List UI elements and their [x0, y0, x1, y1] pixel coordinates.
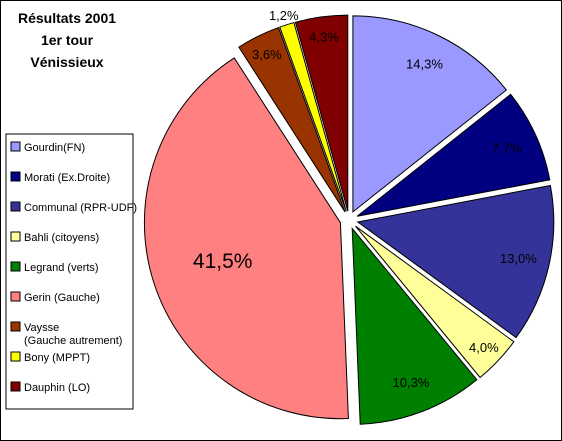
legend-label-9: Dauphin (LO): [24, 382, 90, 394]
slice-value-label-5: 10,3%: [393, 375, 430, 390]
pie-slice-4: [355, 225, 515, 379]
pie-slice-1: [352, 15, 508, 213]
slice-value-label-2: 7,7%: [492, 141, 522, 156]
legend-label-6: Gerin (Gauche): [24, 292, 100, 304]
pie-slice-3: [356, 184, 555, 339]
slice-value-label-6: 41,5%: [193, 250, 253, 273]
title-line-3: Vénissieux: [30, 54, 103, 70]
slice-value-label-1: 14,3%: [406, 57, 443, 72]
legend-swatch-3: [10, 201, 21, 212]
legend-swatch-1: [10, 141, 21, 152]
title-line-2: 1er tour: [41, 32, 94, 48]
legend: Gourdin(FN) Morati (Ex.Droite) Communal (R…: [5, 133, 137, 410]
slice-value-label-7: 3,6%: [252, 47, 282, 62]
legend-label-4: Bahli (citoyens): [24, 232, 99, 244]
legend-swatch-2: [10, 171, 21, 182]
slice-value-label-8: 1,2%: [269, 8, 299, 23]
legend-swatch-7: [10, 321, 21, 332]
legend-label-1: Gourdin(FN): [24, 142, 85, 154]
pie-slice-7: [238, 26, 346, 213]
title-line-1: Résultats 2001: [18, 10, 116, 26]
legend-label-5: Legrand (verts): [24, 262, 99, 274]
legend-label-8: Bony (MPPT): [24, 352, 90, 364]
legend-swatch-4: [10, 231, 21, 242]
slice-labels: 14,3% 7,7% 13,0% 4,0% 10,3% 41,5% 3,6% 1,2% 4,3%: [193, 8, 537, 390]
slice-value-label-4: 4,0%: [469, 340, 499, 355]
pie-slices: [143, 14, 555, 425]
legend-swatch-5: [10, 261, 21, 272]
legend-swatch-8: [10, 351, 21, 362]
legend-label-3: Communal (RPR-UDF): [24, 202, 137, 214]
slice-value-label-9: 4,3%: [309, 29, 339, 44]
pie-slice-9: [294, 14, 349, 212]
legend-swatch-6: [10, 291, 21, 302]
legend-box: [5, 133, 134, 410]
pie-slice-5: [351, 226, 478, 425]
pie-slice-2: [356, 93, 551, 217]
legend-swatch-9: [10, 381, 21, 392]
legend-label-2: Morati (Ex.Droite): [24, 172, 110, 184]
slice-value-label-3: 13,0%: [500, 251, 537, 266]
pie-slice-6: [143, 57, 349, 420]
chart-title: Résultats 2001 1er tour Vénissieux: [18, 10, 116, 70]
legend-label-7: Vaysse (Gauche autrement): [24, 322, 122, 347]
pie-slice-8: [279, 21, 347, 212]
